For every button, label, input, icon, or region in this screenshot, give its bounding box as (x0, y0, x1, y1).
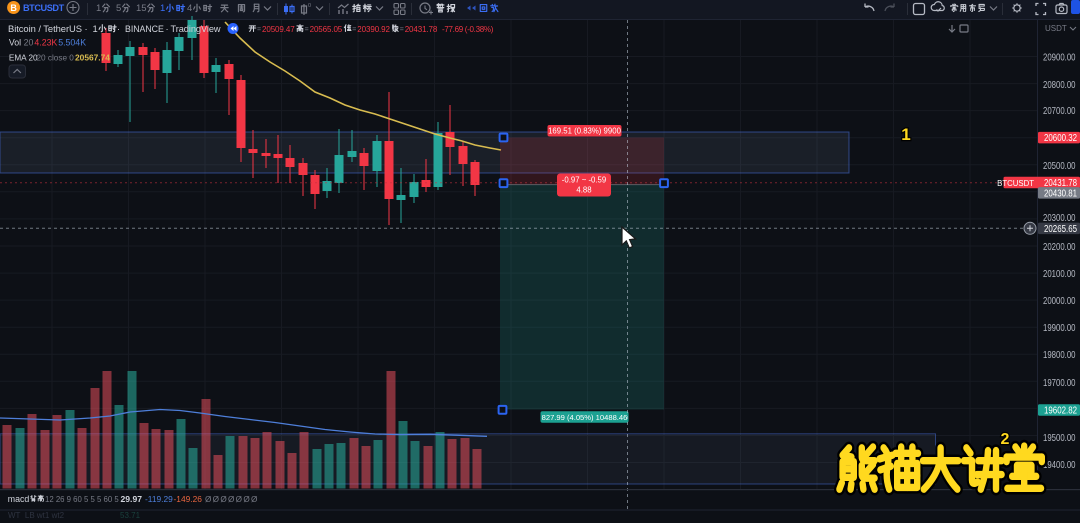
svg-text:12 26 9 60 5 5 5 60 5: 12 26 9 60 5 5 5 60 5 (45, 495, 119, 504)
svg-text:20700.00: 20700.00 (1043, 105, 1076, 117)
svg-text:2: 2 (1001, 431, 1010, 448)
svg-text:20567.74: 20567.74 (75, 53, 110, 63)
svg-text:20800.00: 20800.00 (1043, 79, 1076, 91)
svg-text:4.88: 4.88 (576, 186, 591, 195)
svg-text:15: 15 (136, 3, 147, 14)
svg-text:1: 1 (93, 23, 98, 34)
svg-text:1: 1 (901, 125, 910, 144)
svg-text:USDT: USDT (1045, 24, 1067, 33)
svg-text:=: = (257, 26, 261, 33)
svg-text:827.99 (4.05%) 10488.46: 827.99 (4.05%) 10488.46 (542, 413, 628, 422)
svg-text:4.23K: 4.23K (34, 38, 57, 48)
svg-text:=: = (305, 26, 309, 33)
svg-text:·: · (117, 23, 120, 34)
svg-text:1: 1 (160, 3, 165, 14)
svg-text:-77.69 (-0.38%): -77.69 (-0.38%) (442, 25, 494, 34)
svg-text:20300.00: 20300.00 (1043, 212, 1076, 224)
svg-text:20600.32: 20600.32 (1044, 133, 1077, 144)
svg-text:20200.00: 20200.00 (1043, 241, 1076, 253)
svg-text:19500.00: 19500.00 (1043, 432, 1076, 444)
svg-text:5: 5 (116, 3, 121, 14)
svg-text:=: = (352, 26, 356, 33)
svg-text:BTCUSDT: BTCUSDT (23, 3, 65, 13)
svg-text:20509.47: 20509.47 (262, 25, 295, 34)
svg-text:19900.00: 19900.00 (1043, 322, 1076, 334)
svg-text:19602.82: 19602.82 (1044, 406, 1077, 417)
svg-text:EMA 20: EMA 20 (9, 54, 38, 63)
svg-text:20500.00: 20500.00 (1043, 160, 1076, 172)
svg-text:4: 4 (187, 3, 192, 14)
svg-text:TradingView: TradingView (171, 24, 221, 34)
svg-text:BTCUSDT: BTCUSDT (997, 179, 1034, 188)
svg-text:·: · (166, 23, 169, 34)
svg-text:20000.00: 20000.00 (1043, 295, 1076, 307)
svg-text:macd: macd (8, 494, 30, 504)
svg-text:19400.00: 19400.00 (1043, 459, 1076, 471)
svg-text:53.71: 53.71 (120, 511, 141, 518)
svg-text:20 close 0: 20 close 0 (37, 54, 75, 63)
svg-text:169.51 (0.83%) 9900: 169.51 (0.83%) 9900 (548, 126, 621, 135)
svg-text:20430.81: 20430.81 (1044, 188, 1077, 199)
svg-text:-149.26: -149.26 (174, 494, 203, 504)
svg-text:19800.00: 19800.00 (1043, 349, 1076, 361)
svg-text:20565.05: 20565.05 (310, 25, 343, 34)
svg-text:Bitcoin / TetherUS ·: Bitcoin / TetherUS · (8, 23, 88, 34)
svg-text:20431.78: 20431.78 (405, 25, 438, 34)
svg-text:20265.65: 20265.65 (1044, 224, 1077, 235)
svg-text:20100.00: 20100.00 (1043, 268, 1076, 280)
svg-text:20390.92: 20390.92 (357, 25, 390, 34)
svg-text:5.504K: 5.504K (58, 38, 86, 48)
svg-text:1: 1 (96, 3, 101, 14)
svg-text:BINANCE: BINANCE (125, 24, 164, 34)
svg-text:Vol 20: Vol 20 (9, 38, 34, 48)
svg-text:-119.29: -119.29 (145, 494, 173, 504)
svg-text:29.97: 29.97 (121, 494, 143, 504)
svg-text:WT_LB wt1 wt2: WT_LB wt1 wt2 (8, 511, 65, 518)
svg-text:B: B (10, 3, 17, 13)
svg-text:-0.97 ~ -0.59: -0.97 ~ -0.59 (562, 175, 606, 184)
svg-text:ØØØØØØØ: ØØØØØØØ (205, 495, 259, 504)
svg-text:20900.00: 20900.00 (1043, 51, 1076, 63)
svg-text:19700.00: 19700.00 (1043, 377, 1076, 389)
svg-text:=: = (400, 26, 404, 33)
svg-text:0: 0 (308, 3, 311, 9)
